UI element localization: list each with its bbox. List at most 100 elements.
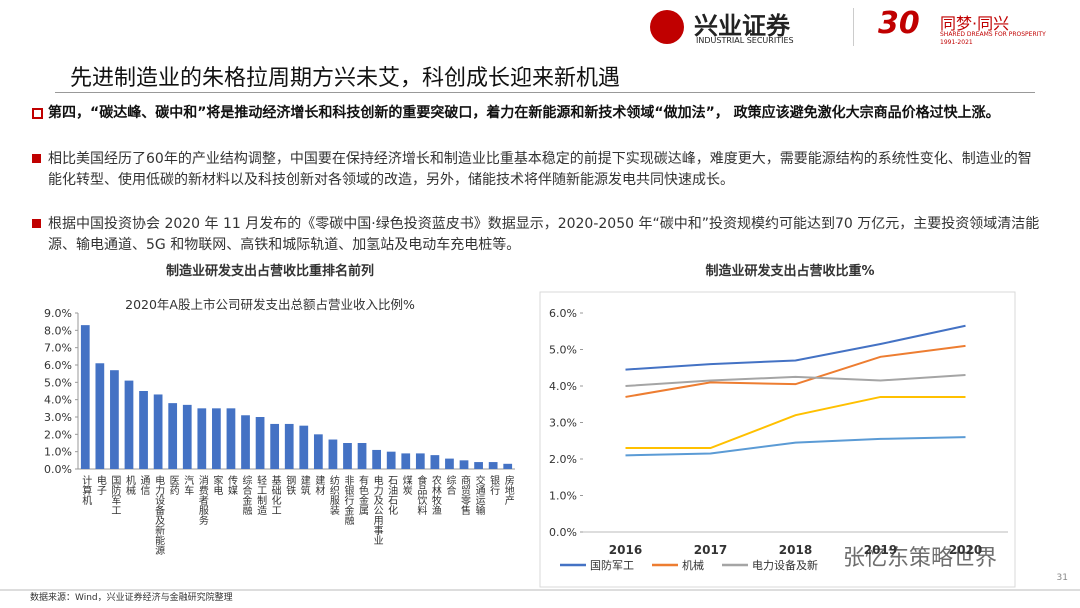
y-tick-label: 5.0%: [549, 344, 577, 357]
divider: [853, 8, 854, 46]
legend-label: 电力设备及新: [752, 558, 818, 572]
source: 数据来源：Wind，兴业证券经济与金融研究院整理: [30, 591, 233, 603]
bar: [503, 463, 513, 469]
chart-frame: [539, 291, 1016, 588]
bar: [415, 453, 425, 469]
x-tick-label: 消费者服务: [196, 474, 208, 526]
bullet: 相比美国经历了60年的产业结构调整，中国要在保持经济增长和制造业比重基本稳定的前…: [30, 149, 1040, 191]
x-tick-label: 轻工制造: [255, 474, 267, 515]
x-tick-label: 通信: [138, 475, 150, 496]
slogan: 同梦·同兴: [940, 14, 1010, 33]
x-tick-label: 电力设备及新能源: [153, 474, 165, 556]
watermark: 张忆东策略世界: [843, 546, 997, 571]
y-tick-label: 6.0%: [549, 307, 577, 320]
x-tick-label: 计算机: [80, 474, 92, 506]
bar: [343, 443, 352, 469]
x-tick-label: 2016: [609, 543, 642, 557]
x-tick-label: 医药: [167, 475, 179, 496]
line: [625, 395, 966, 450]
y-tick-label: 0.0%: [44, 463, 72, 476]
x-tick-label: 基础化工: [269, 474, 281, 515]
line: [625, 324, 966, 371]
y-tick-label: 7.0%: [44, 342, 72, 355]
bar: [284, 423, 294, 469]
y-tick-label: 5.0%: [44, 376, 72, 389]
x-tick-label: 2017: [694, 543, 727, 557]
bar: [386, 451, 396, 469]
x-tick-label: 农林牧渔: [429, 474, 441, 516]
bullet-text: 根据中国投资协会 2020 年 11 月发布的《零碳中国·绿色投资蓝皮书》数据显…: [48, 216, 1040, 253]
x-tick-label: 交通运输: [473, 474, 485, 516]
bar: [430, 455, 440, 469]
x-tick-label: 电子: [94, 474, 106, 495]
bar: [401, 453, 411, 469]
y-tick-label: 2.0%: [549, 453, 577, 466]
bar: [168, 403, 178, 469]
line: [625, 344, 966, 398]
y-tick-label: 1.0%: [44, 446, 72, 459]
x-tick-label: 有色金属: [357, 474, 369, 516]
line: [625, 374, 966, 387]
chart-title: 制造业研发支出占营收比重排名前列: [166, 263, 374, 279]
bar: [241, 415, 250, 469]
x-tick-label: 综合金融: [240, 474, 252, 516]
bar: [328, 439, 338, 469]
logo-mark: [650, 10, 684, 44]
bar: [357, 443, 367, 469]
x-tick-label: 银行: [488, 474, 500, 496]
x-tick-label: 传媒: [225, 475, 237, 496]
bar: [197, 408, 207, 469]
bullet-marker: [32, 108, 43, 119]
bar: [474, 462, 483, 469]
bar: [270, 423, 280, 469]
bar: [153, 394, 163, 469]
bar: [124, 380, 134, 469]
bullet: 第四，“碳达峰、碳中和”将是推动经济增长和科技创新的重要突破口，着力在新能源和新…: [30, 103, 1040, 124]
years: 1991-2021: [940, 39, 973, 46]
x-tick-label: 石油石化: [386, 475, 398, 515]
x-tick-label: 建筑: [298, 474, 310, 495]
brand-en: INDUSTRIAL SECURITIES: [696, 36, 794, 45]
bullet-marker: [32, 154, 41, 163]
slogan-en: SHARED DREAMS FOR PROSPERITY: [940, 31, 1046, 38]
x-tick-label: 机械: [123, 474, 135, 496]
chart-title: 制造业研发支出占营收比重%: [705, 263, 874, 279]
x-tick-label: 汽车: [182, 474, 194, 496]
bar: [95, 363, 105, 469]
x-tick-label: 食品饮料: [415, 474, 427, 516]
bullet-text: 相比美国经历了60年的产业结构调整，中国要在保持经济增长和制造业比重基本稳定的前…: [48, 151, 1032, 188]
bullet-text: 第四，“碳达峰、碳中和”将是推动经济增长和科技创新的重要突破口，着力在新能源和新…: [48, 105, 1000, 121]
x-tick-label: 家电: [211, 474, 223, 495]
y-tick-label: 4.0%: [549, 380, 577, 393]
bar: [182, 404, 192, 469]
y-tick-label: 6.0%: [44, 359, 72, 372]
page-number: 31: [1057, 573, 1068, 583]
brand: 兴业证券: [694, 12, 790, 40]
bullet-marker: [32, 219, 41, 228]
x-tick-label: 煤炭: [400, 474, 412, 496]
x-tick-label: 纺织服装: [327, 474, 339, 516]
y-tick-label: 8.0%: [44, 324, 72, 337]
x-tick-label: 国防军工: [109, 475, 121, 515]
x-tick-label: 电力及公用事业: [371, 474, 383, 545]
bar: [139, 391, 148, 469]
x-tick-label: 房地产: [502, 474, 514, 506]
legend-label: 机械: [682, 558, 704, 572]
bullet: 根据中国投资协会 2020 年 11 月发布的《零碳中国·绿色投资蓝皮书》数据显…: [30, 214, 1040, 256]
x-tick-label: 非银行金融: [342, 475, 354, 526]
y-tick-label: 0.0%: [549, 526, 577, 539]
x-tick-label: 综合: [444, 474, 456, 496]
y-tick-label: 3.0%: [549, 417, 577, 430]
x-tick-label: 2020: [949, 543, 982, 557]
y-tick-label: 2.0%: [44, 428, 72, 441]
x-tick-label: 钢铁: [284, 474, 296, 496]
bar: [445, 458, 454, 469]
bar: [299, 425, 309, 469]
y-tick-label: 3.0%: [44, 411, 72, 424]
y-tick-label: 9.0%: [44, 307, 72, 320]
x-tick-label: 建材: [313, 474, 325, 495]
anniversary: 30: [878, 6, 920, 41]
bar: [372, 449, 381, 469]
